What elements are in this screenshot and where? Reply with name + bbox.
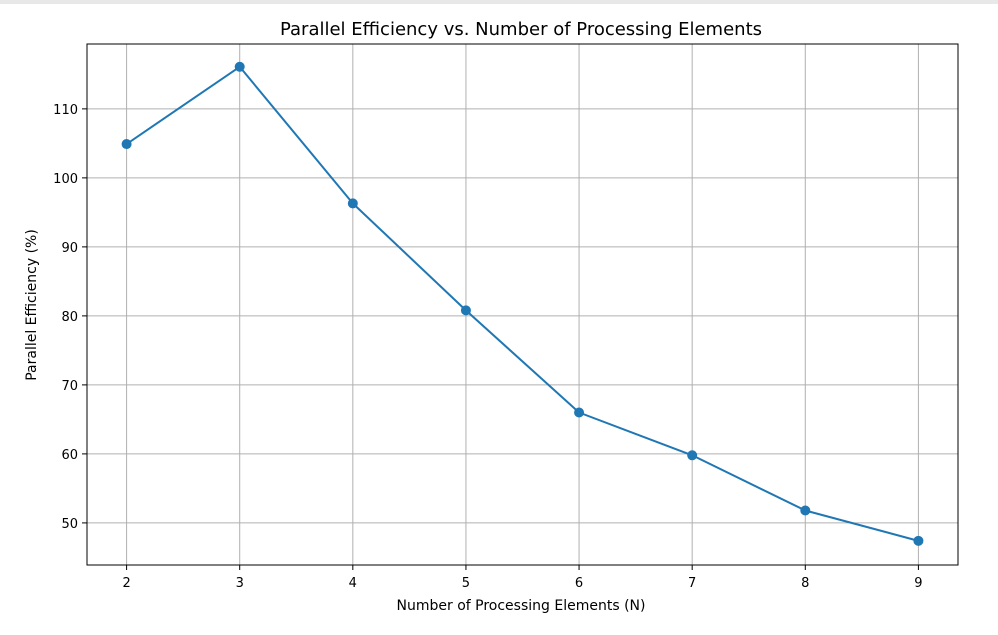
x-tick-label: 8 <box>801 576 809 591</box>
x-tick-label: 2 <box>122 576 130 591</box>
y-tick-label: 70 <box>61 379 78 394</box>
y-axis-label: Parallel Efficiency (%) <box>24 229 40 381</box>
window-top-edge <box>0 0 998 4</box>
data-point <box>913 535 924 546</box>
x-tick-label: 9 <box>914 576 922 591</box>
x-tick-label: 6 <box>575 576 583 591</box>
x-tick-label: 7 <box>688 576 696 591</box>
y-tick-label: 50 <box>61 517 78 532</box>
x-tick-label: 5 <box>462 576 470 591</box>
y-tick-label: 100 <box>53 172 78 187</box>
data-point <box>460 305 471 316</box>
data-point <box>234 61 245 72</box>
x-tick-label: 4 <box>349 576 357 591</box>
data-point <box>347 198 358 209</box>
plot-frame <box>86 43 959 566</box>
y-tick-label: 60 <box>61 448 78 463</box>
series-line <box>126 65 919 542</box>
data-point <box>687 450 698 461</box>
grid <box>87 44 958 565</box>
chart-title: Parallel Efficiency vs. Number of Proces… <box>280 19 762 40</box>
y-tick-label: 90 <box>61 241 78 256</box>
x-tick-label: 3 <box>236 576 244 591</box>
y-axis: 50 60 70 80 90 100 110 <box>53 103 87 532</box>
data-point <box>800 505 811 516</box>
series-layer <box>121 61 924 546</box>
x-axis-label: Number of Processing Elements (N) <box>397 598 646 614</box>
x-axis: 2 3 4 5 6 7 8 9 <box>122 565 923 591</box>
data-point <box>121 139 132 150</box>
y-tick-label: 110 <box>53 103 78 118</box>
y-tick-label: 80 <box>61 310 78 325</box>
data-point <box>574 407 585 418</box>
